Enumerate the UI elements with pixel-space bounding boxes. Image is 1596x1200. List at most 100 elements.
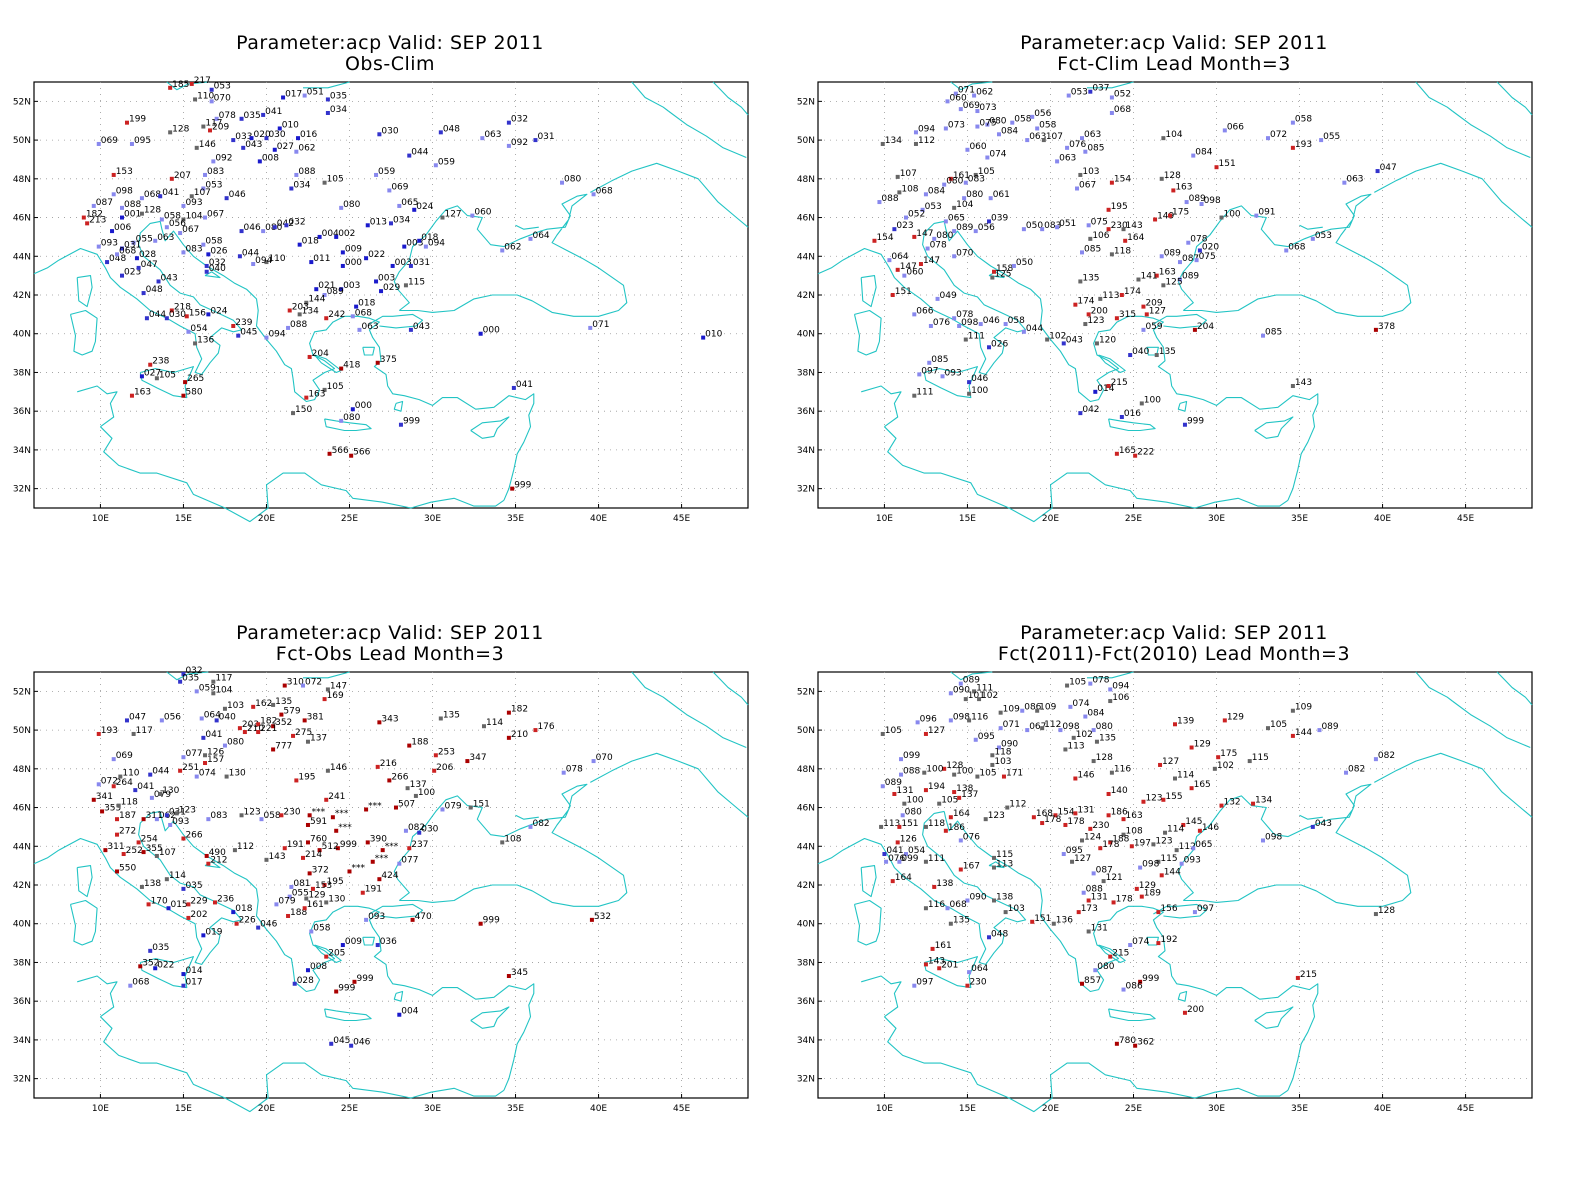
station-value: 115 xyxy=(1252,753,1269,763)
station-value: 060 xyxy=(906,268,923,278)
station-value: 041 xyxy=(886,846,903,856)
y-tick-label: 46N xyxy=(797,804,815,814)
station-marker xyxy=(1121,227,1126,232)
station-value: 146 xyxy=(330,763,347,773)
station-marker xyxy=(967,718,972,723)
station-value: 047 xyxy=(129,712,146,722)
station-value: 075 xyxy=(979,119,996,129)
station-value: 999 xyxy=(483,916,500,926)
station-value: 132 xyxy=(1223,798,1240,808)
station-marker xyxy=(1194,258,1199,263)
station-marker xyxy=(236,333,241,338)
station-value: 047 xyxy=(1380,163,1397,173)
station-value: 999 xyxy=(338,984,355,994)
station-value: 230 xyxy=(1111,221,1128,231)
station-marker xyxy=(1035,708,1040,713)
station-marker xyxy=(879,824,884,829)
station-marker xyxy=(118,774,123,779)
station-marker xyxy=(286,913,291,918)
station-marker xyxy=(1071,735,1076,740)
station-marker xyxy=(136,265,141,270)
station-value: 154 xyxy=(1114,175,1131,185)
station-marker xyxy=(322,293,327,297)
map-plot: 10E 15E 20E 25E 30E 35E 40E 45E 52N 50N 48N 46N 44N 4… xyxy=(797,671,1533,1114)
panel-title-line1: Parameter:acp Valid: SEP 2011 xyxy=(1020,32,1328,54)
station-value: 058 xyxy=(164,211,181,221)
station-value: 151 xyxy=(473,800,490,810)
station-marker xyxy=(1068,704,1073,709)
station-marker xyxy=(948,176,953,181)
station-marker xyxy=(945,99,950,104)
station-marker xyxy=(305,739,310,744)
station-value: 076 xyxy=(933,318,950,328)
coastline xyxy=(393,990,404,1002)
x-tick-label: 20E xyxy=(1042,1104,1059,1114)
station-marker xyxy=(159,718,164,723)
station-value: 205 xyxy=(328,949,345,959)
station-marker xyxy=(209,87,214,92)
station-value: 063 xyxy=(361,322,378,332)
station-value: 195 xyxy=(298,772,315,782)
station-value: 229 xyxy=(190,896,207,906)
station-value: 074 xyxy=(989,150,1006,160)
station-value: 221 xyxy=(260,724,277,734)
station-value: 207 xyxy=(174,171,191,181)
station-value: 147 xyxy=(330,681,347,691)
station-value: 226 xyxy=(239,916,256,926)
station-value: 112 xyxy=(1179,842,1196,852)
station-value: 125 xyxy=(994,270,1011,280)
station-marker xyxy=(1109,770,1114,775)
station-marker xyxy=(967,391,972,396)
coastline xyxy=(515,814,539,820)
station-value: 071 xyxy=(958,86,975,96)
station-marker xyxy=(1177,277,1182,282)
station-marker xyxy=(271,747,276,752)
station-value: 161 xyxy=(935,941,952,951)
station-marker xyxy=(975,109,980,114)
station-marker xyxy=(965,983,970,988)
station-marker xyxy=(360,890,365,895)
station-value: 076 xyxy=(963,832,980,842)
station-marker xyxy=(96,782,101,787)
station-marker xyxy=(963,180,968,185)
station-marker xyxy=(116,803,121,808)
station-value: 086 xyxy=(1024,703,1041,713)
station-value: 182 xyxy=(260,716,277,726)
y-tick-label: 38N xyxy=(13,368,31,378)
station-value: 049 xyxy=(940,291,957,301)
station-marker xyxy=(272,147,277,152)
station-marker xyxy=(1186,240,1191,245)
station-value: 206 xyxy=(436,763,453,773)
station-value: 069 xyxy=(101,136,118,146)
station-value: 015 xyxy=(170,900,187,910)
station-value: 265 xyxy=(187,374,204,384)
station-marker xyxy=(184,314,189,319)
y-tick-label: 42N xyxy=(797,291,815,301)
station-value: 054 xyxy=(908,846,925,856)
station-marker xyxy=(1078,172,1083,177)
coastline xyxy=(58,220,243,375)
station-marker xyxy=(168,822,173,827)
station-marker xyxy=(500,248,505,253)
station-value: 163 xyxy=(1159,268,1176,278)
station-value: 018 xyxy=(358,299,375,309)
station-value: 135 xyxy=(953,916,970,926)
station-marker xyxy=(256,925,261,930)
x-tick-label: 30E xyxy=(424,1104,441,1114)
station-marker xyxy=(279,813,284,818)
station-value: 063 xyxy=(1084,130,1101,140)
station-value: 123 xyxy=(1155,836,1172,846)
station-marker xyxy=(973,229,978,234)
station-value: 033 xyxy=(235,132,252,142)
station-value: 083 xyxy=(185,244,202,254)
coastline xyxy=(853,309,882,356)
station-marker xyxy=(985,122,990,127)
station-marker xyxy=(96,244,101,249)
station-value: 204 xyxy=(1197,322,1214,332)
station-value: 213 xyxy=(89,215,106,225)
station-value: 030 xyxy=(169,310,186,320)
y-tick-label: 34N xyxy=(13,1036,31,1046)
station-marker xyxy=(925,246,930,251)
x-tick-label: 15E xyxy=(175,1104,192,1114)
station-value: *** xyxy=(351,863,365,873)
